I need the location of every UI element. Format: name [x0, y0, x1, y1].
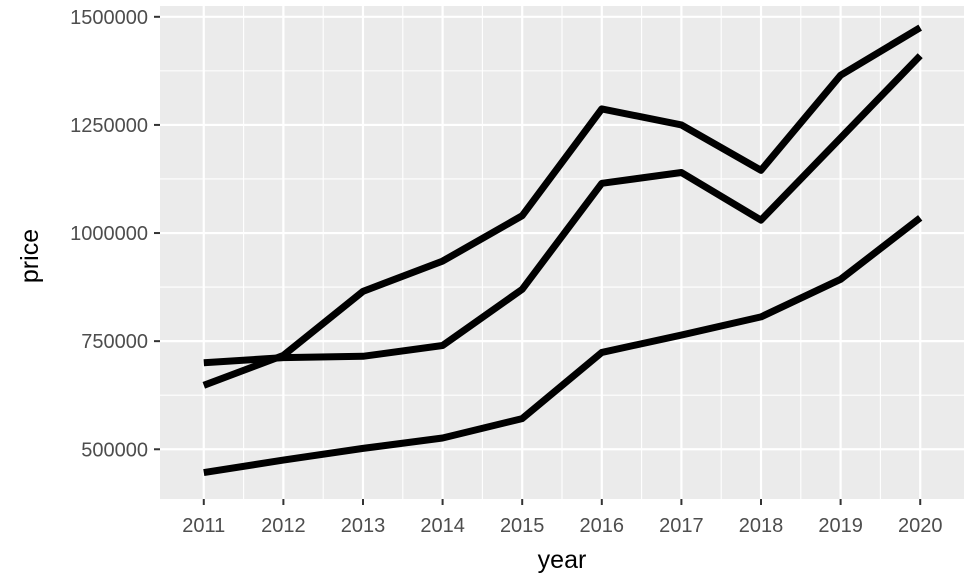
x-tick-label: 2013: [341, 515, 386, 537]
y-tick-label: 500000: [81, 439, 148, 461]
y-tick-label: 1250000: [70, 115, 148, 137]
major-gridlines: [160, 6, 964, 499]
x-tick-label: 2011: [182, 515, 225, 537]
x-axis-ticks: 2011 2012 2013 2014 2015 2016 2017 2018 2019 2020: [182, 499, 942, 537]
x-axis-title: year: [538, 546, 587, 574]
series-line-1: [202, 24, 922, 389]
x-tick-label: 2012: [261, 515, 306, 537]
series-line-2: [203, 53, 923, 367]
x-tick-label: 2017: [659, 515, 704, 537]
x-tick-label: 2015: [500, 515, 545, 537]
y-axis-title: price: [16, 229, 44, 283]
series-lines: [202, 24, 923, 477]
x-tick-label: 2020: [898, 515, 943, 537]
x-tick-label: 2014: [420, 515, 465, 537]
x-tick-label: 2018: [739, 515, 784, 537]
x-tick-label: 2019: [818, 515, 863, 537]
series-line-3: [203, 215, 923, 477]
minor-gridlines: [160, 6, 964, 499]
y-tick-label: 1000000: [70, 223, 148, 245]
y-tick-label: 750000: [81, 331, 148, 353]
y-axis-ticks: 500000 750000 1000000 1250000 1500000: [70, 7, 160, 461]
x-tick-label: 2016: [580, 515, 625, 537]
y-tick-label: 1500000: [70, 7, 148, 29]
